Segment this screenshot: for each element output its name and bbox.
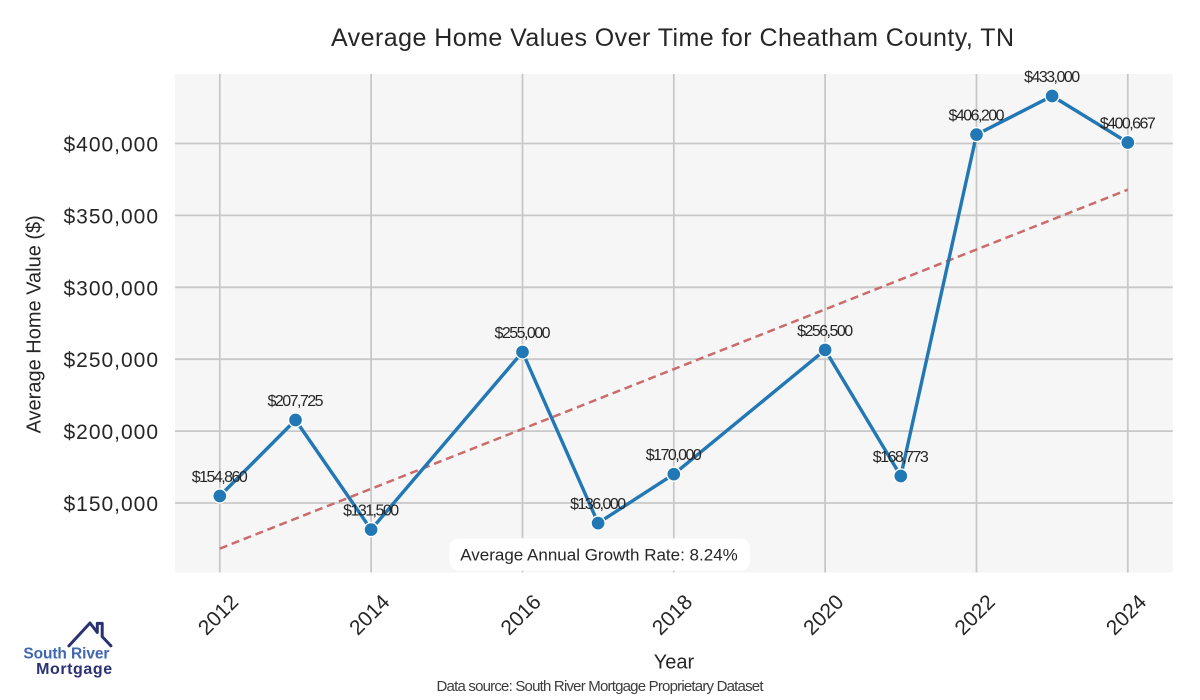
svg-text:$168,773: $168,773 xyxy=(873,449,929,466)
svg-text:Average Home Value ($): Average Home Value ($) xyxy=(24,215,46,433)
svg-text:Mortgage: Mortgage xyxy=(36,661,112,678)
svg-text:$200,000: $200,000 xyxy=(64,421,159,444)
svg-text:$255,000: $255,000 xyxy=(495,325,551,342)
svg-text:Data source: South River Mortg: Data source: South River Mortgage Propri… xyxy=(437,678,765,695)
svg-text:Average Home Values Over Time: Average Home Values Over Time for Cheath… xyxy=(331,24,1014,52)
svg-text:$400,000: $400,000 xyxy=(64,134,159,157)
svg-text:$433,000: $433,000 xyxy=(1024,69,1080,86)
svg-text:$131,500: $131,500 xyxy=(343,503,399,520)
svg-text:South River: South River xyxy=(23,645,109,662)
svg-text:$250,000: $250,000 xyxy=(64,349,159,372)
svg-text:$136,000: $136,000 xyxy=(570,496,626,513)
svg-text:$350,000: $350,000 xyxy=(64,205,159,228)
svg-text:$207,725: $207,725 xyxy=(268,393,324,410)
svg-text:$256,500: $256,500 xyxy=(797,323,853,340)
svg-text:$406,200: $406,200 xyxy=(949,108,1005,125)
svg-text:Year: Year xyxy=(654,652,695,674)
svg-text:$150,000: $150,000 xyxy=(64,493,159,516)
svg-text:$400,667: $400,667 xyxy=(1100,116,1156,133)
svg-text:$154,860: $154,860 xyxy=(192,469,248,486)
svg-text:Average Annual Growth Rate: 8.: Average Annual Growth Rate: 8.24% xyxy=(460,545,738,564)
svg-text:$170,000: $170,000 xyxy=(646,447,702,464)
svg-text:$300,000: $300,000 xyxy=(64,277,159,300)
